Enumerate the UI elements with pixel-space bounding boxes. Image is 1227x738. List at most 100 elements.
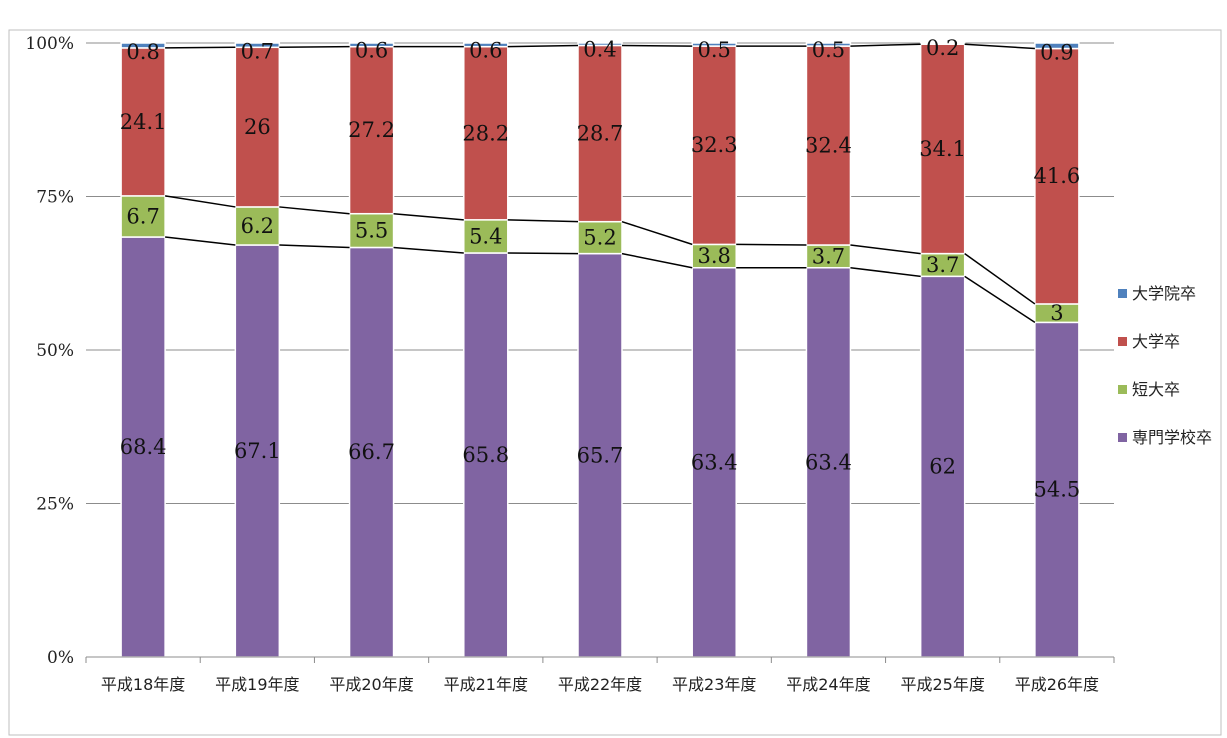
legend-swatch [1118, 337, 1127, 346]
bar-segment [919, 42, 966, 45]
series-line [164, 195, 236, 208]
data-label: 0.4 [583, 37, 616, 61]
data-label: 62 [929, 455, 956, 479]
x-category-label: 平成24年度 [786, 675, 870, 694]
bar-segment [348, 45, 395, 215]
bar-segment [577, 44, 623, 223]
series-line [507, 252, 579, 255]
data-label: 28.7 [577, 122, 624, 146]
data-label: 67.1 [234, 439, 281, 463]
data-label: 3.8 [698, 244, 731, 268]
bar-segment [805, 266, 852, 658]
series-line [964, 43, 1035, 50]
y-axis-tick-labels: 0% 25% 50% 75% 100% [25, 34, 74, 668]
series-line [736, 243, 807, 246]
legend-label: 専門学校卒 [1132, 428, 1212, 447]
data-label: 24.1 [120, 110, 167, 134]
data-label: 0.5 [698, 38, 731, 62]
bar-segment [120, 236, 166, 658]
series-lines [164, 43, 1036, 323]
data-label: 0.2 [926, 36, 959, 60]
data-label: 34.1 [919, 137, 966, 161]
legend-swatch [1118, 385, 1127, 394]
bar-segment [234, 244, 281, 658]
data-labels: 68.4 6.7 24.1 0.8 67.1 6.2 26 0.7 66.7 5.5 27.2 0.6… [120, 36, 1081, 501]
x-category-label: 平成21年度 [444, 675, 528, 694]
y-tick-label: 0% [47, 648, 74, 668]
data-label: 66.7 [348, 440, 395, 464]
data-label: 0.6 [355, 39, 388, 63]
data-label: 5.5 [355, 219, 388, 243]
series-line [279, 206, 350, 215]
y-tick-label: 25% [36, 495, 74, 515]
legend-swatch [1118, 433, 1127, 442]
data-label: 28.2 [462, 121, 509, 145]
x-category-label: 平成20年度 [329, 675, 413, 694]
series-line [279, 45, 350, 49]
data-label: 32.3 [691, 133, 738, 157]
data-label: 26 [244, 115, 271, 139]
x-category-label: 平成23年度 [672, 675, 756, 694]
bar-segment [805, 45, 852, 246]
bar-segment [348, 246, 395, 658]
bar-segment [577, 42, 623, 47]
x-category-label: 平成26年度 [1015, 675, 1099, 694]
bar-segment [234, 206, 281, 246]
series-line [507, 219, 579, 223]
data-label: 65.8 [462, 443, 509, 467]
data-label: 0.5 [812, 38, 845, 62]
data-label: 63.4 [805, 450, 852, 474]
data-label: 32.4 [805, 134, 852, 158]
data-label: 0.9 [1040, 41, 1073, 65]
x-category-label: 平成25年度 [900, 675, 984, 694]
legend-label: 短大卒 [1132, 380, 1180, 399]
series-line [850, 244, 921, 255]
data-label: 3.7 [812, 244, 845, 268]
series-line [165, 236, 236, 246]
bar-segment [577, 252, 623, 658]
x-axis [85, 656, 1115, 663]
data-label: 3 [1050, 301, 1063, 325]
legend-label: 大学卒 [1132, 332, 1180, 351]
bar-segment [1034, 42, 1080, 50]
data-label: 3.7 [926, 253, 959, 277]
data-label: 6.7 [126, 204, 159, 228]
data-label: 0.8 [126, 40, 159, 64]
bar-segment [919, 43, 966, 255]
bar-segment [234, 42, 281, 49]
x-category-label: 平成22年度 [558, 675, 642, 694]
bar-segment [463, 45, 509, 221]
data-label: 27.2 [348, 118, 395, 142]
data-label: 63.4 [691, 450, 738, 474]
series-line [850, 43, 921, 47]
data-label: 41.6 [1034, 164, 1081, 188]
series-line [393, 212, 464, 221]
data-label: 0.7 [241, 39, 274, 63]
legend-swatch [1118, 289, 1127, 298]
legend-label: 大学院卒 [1132, 284, 1196, 303]
series-line [165, 46, 236, 49]
data-label: 6.2 [241, 214, 274, 238]
data-label: 0.6 [469, 39, 502, 63]
y-tick-label: 50% [36, 341, 74, 361]
bar-segment [120, 47, 166, 197]
bar-segment [691, 266, 737, 658]
series-line [507, 44, 579, 48]
data-label: 68.4 [120, 435, 167, 459]
bar-segment [919, 275, 966, 658]
bar-segment [348, 42, 395, 48]
x-category-label: 平成18年度 [101, 675, 185, 694]
y-tick-label: 100% [25, 34, 74, 54]
y-tick-label: 75% [36, 188, 74, 208]
series-line [393, 246, 464, 254]
series-line [964, 252, 1036, 305]
series-line [850, 266, 921, 278]
data-label: 5.4 [469, 224, 502, 248]
bar-segment [691, 45, 737, 246]
bar-segment [348, 212, 395, 249]
data-label: 5.2 [583, 226, 616, 250]
bar-segment [463, 42, 509, 48]
series-line [621, 220, 693, 246]
